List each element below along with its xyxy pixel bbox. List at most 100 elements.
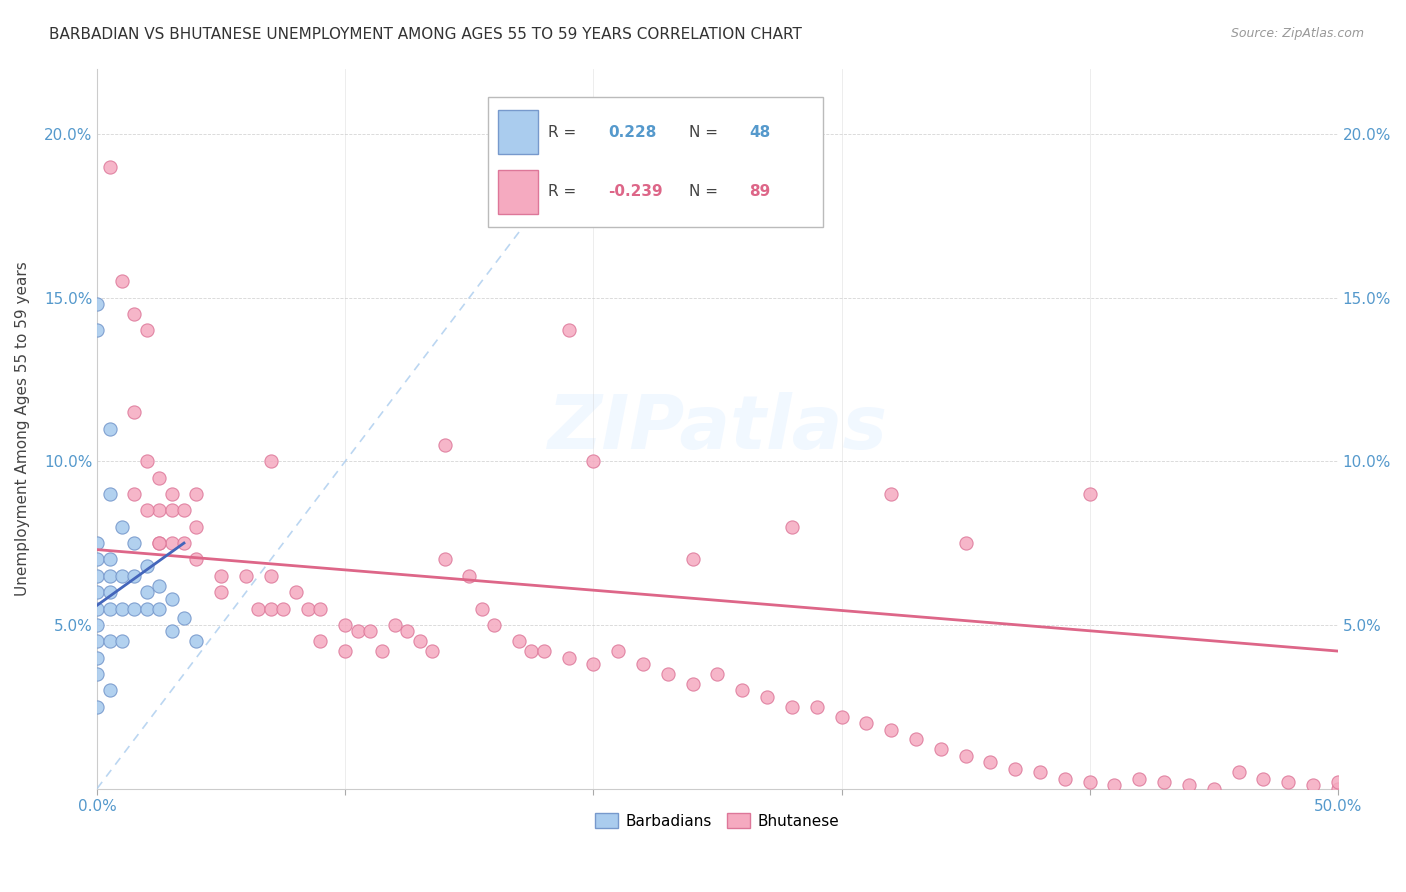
Point	[186, 552, 208, 566]
Point	[135, 559, 157, 574]
Point	[607, 644, 630, 658]
Point	[135, 503, 157, 517]
Point	[508, 634, 530, 648]
Point	[335, 618, 357, 632]
Point	[86, 323, 108, 337]
Point	[396, 624, 419, 639]
Point	[929, 742, 952, 756]
Point	[111, 569, 134, 583]
Point	[98, 569, 121, 583]
Point	[682, 552, 704, 566]
Point	[309, 634, 332, 648]
Point	[124, 536, 146, 550]
Point	[111, 634, 134, 648]
Point	[111, 601, 134, 615]
Point	[979, 756, 1001, 770]
Point	[371, 644, 394, 658]
Point	[482, 618, 505, 632]
Point	[86, 569, 108, 583]
Point	[86, 552, 108, 566]
Point	[1128, 772, 1150, 786]
Point	[682, 677, 704, 691]
Point	[384, 618, 406, 632]
Point	[124, 405, 146, 419]
Point	[1227, 765, 1250, 780]
Point	[135, 323, 157, 337]
Point	[148, 503, 170, 517]
Point	[98, 487, 121, 501]
Point	[260, 569, 283, 583]
Point	[86, 618, 108, 632]
Point	[160, 536, 183, 550]
Point	[173, 536, 195, 550]
Point	[86, 699, 108, 714]
Point	[533, 644, 555, 658]
Point	[359, 624, 381, 639]
Point	[148, 579, 170, 593]
Point	[1004, 762, 1026, 776]
Point	[1078, 487, 1101, 501]
Point	[86, 667, 108, 681]
Point	[880, 487, 903, 501]
Point	[631, 657, 654, 672]
Point	[1253, 772, 1275, 786]
Point	[756, 690, 779, 704]
Point	[955, 748, 977, 763]
Point	[346, 624, 368, 639]
Point	[173, 503, 195, 517]
Point	[409, 634, 432, 648]
Point	[335, 644, 357, 658]
Text: Source: ZipAtlas.com: Source: ZipAtlas.com	[1230, 27, 1364, 40]
Point	[657, 667, 679, 681]
Point	[186, 634, 208, 648]
Point	[582, 454, 605, 468]
Point	[160, 503, 183, 517]
Point	[731, 683, 754, 698]
Point	[86, 585, 108, 599]
Point	[780, 699, 803, 714]
Point	[209, 569, 232, 583]
Point	[124, 487, 146, 501]
Point	[124, 601, 146, 615]
Point	[806, 699, 828, 714]
Point	[148, 536, 170, 550]
Point	[284, 585, 307, 599]
Point	[471, 601, 494, 615]
Point	[173, 611, 195, 625]
Point	[148, 470, 170, 484]
Point	[124, 569, 146, 583]
Point	[235, 569, 257, 583]
Point	[271, 601, 294, 615]
Point	[955, 536, 977, 550]
Point	[1326, 775, 1348, 789]
Point	[160, 591, 183, 606]
Point	[247, 601, 270, 615]
Point	[420, 644, 443, 658]
Point	[780, 519, 803, 533]
Point	[135, 454, 157, 468]
Point	[86, 601, 108, 615]
Point	[1178, 778, 1201, 792]
Point	[124, 307, 146, 321]
Point	[1153, 775, 1175, 789]
Point	[260, 454, 283, 468]
Point	[855, 716, 877, 731]
Point	[831, 709, 853, 723]
Point	[111, 519, 134, 533]
Point	[186, 519, 208, 533]
Point	[148, 601, 170, 615]
Point	[880, 723, 903, 737]
Point	[135, 585, 157, 599]
Text: BARBADIAN VS BHUTANESE UNEMPLOYMENT AMONG AGES 55 TO 59 YEARS CORRELATION CHART: BARBADIAN VS BHUTANESE UNEMPLOYMENT AMON…	[49, 27, 801, 42]
Point	[98, 601, 121, 615]
Point	[86, 536, 108, 550]
Point	[309, 601, 332, 615]
Point	[148, 536, 170, 550]
Point	[86, 634, 108, 648]
Point	[1029, 765, 1052, 780]
Point	[557, 650, 579, 665]
Point	[433, 438, 456, 452]
Point	[160, 487, 183, 501]
Point	[1053, 772, 1076, 786]
Point	[1078, 775, 1101, 789]
